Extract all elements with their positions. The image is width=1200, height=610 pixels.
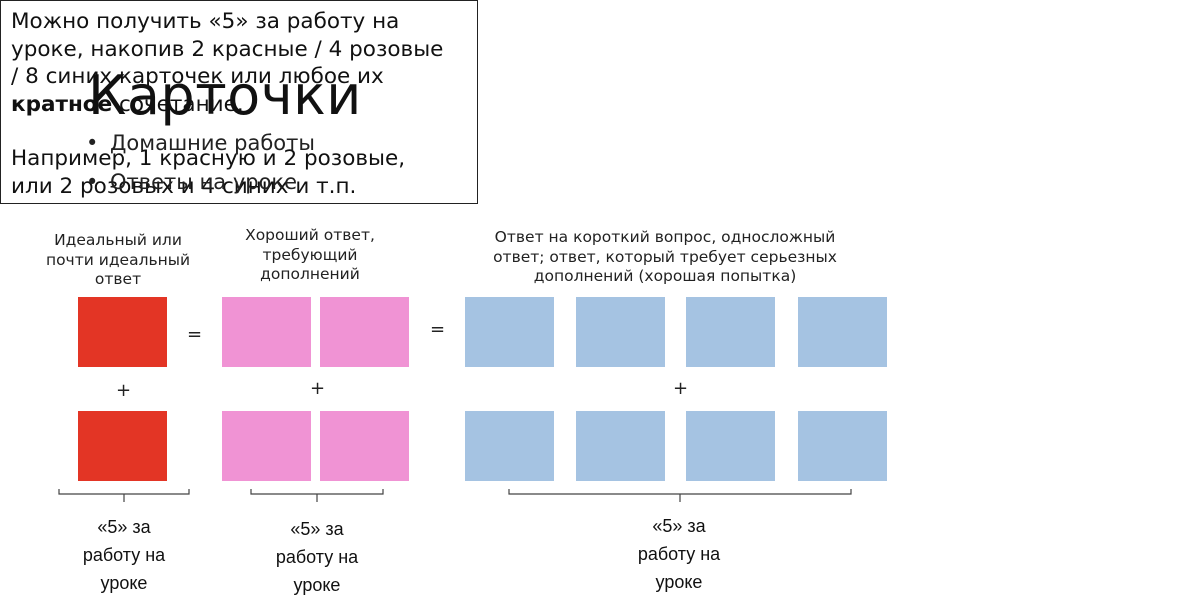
caption-line: ответ; ответ, который требует серьезных: [493, 247, 837, 266]
blue-card: [686, 297, 775, 367]
caption-line: Идеальный или: [54, 231, 182, 249]
blue-group-reward: «5» за работу на уроке: [604, 512, 754, 596]
reward-line: «5» за: [290, 519, 344, 539]
note-bold-word: кратное: [11, 91, 113, 117]
rules-note-box: Можно получить «5» за работу на уроке, н…: [0, 0, 478, 204]
pink-card-caption: Хороший ответ, требующий дополнений: [210, 226, 410, 285]
blue-card: [798, 297, 887, 367]
pink-card: [320, 297, 409, 367]
pink-group-reward: «5» за работу на уроке: [243, 515, 391, 599]
bullet-label: Ответы на уроке: [110, 170, 298, 194]
bullet-homework: • Домашние работы: [86, 131, 315, 155]
red-card: [78, 411, 167, 481]
reward-line: «5» за: [97, 517, 151, 537]
bullet-class-answers: • Ответы на уроке: [86, 170, 297, 194]
pink-card: [222, 297, 311, 367]
reward-line: «5» за: [652, 516, 706, 536]
note-line: / 8 синих карточек или любое их: [11, 64, 384, 89]
caption-line: ответ: [94, 270, 142, 288]
note-line: Например, 1 красную и 2 розовые,: [11, 146, 406, 171]
note-line: Можно получить «5» за работу на: [11, 9, 400, 34]
plus-sign: +: [673, 378, 689, 399]
bullet-dot: •: [86, 170, 99, 194]
plus-sign: +: [116, 380, 132, 401]
note-line-rest: сочетание.: [112, 91, 244, 117]
caption-line: требующий: [262, 245, 358, 264]
reward-line: уроке: [293, 575, 341, 595]
reward-line: уроке: [100, 573, 148, 593]
pink-card: [222, 411, 311, 481]
pink-card: [320, 411, 409, 481]
reward-line: работу на: [82, 545, 166, 565]
note-line: уроке, накопив 2 красные / 4 розовые: [11, 36, 444, 62]
pink-group-brace: [250, 489, 384, 502]
blue-card: [686, 411, 775, 481]
note-line: или 2 розовых и 4 синих и т.п.: [11, 173, 357, 199]
equals-sign: =: [430, 319, 446, 340]
red-group-reward: «5» за работу на уроке: [50, 513, 198, 597]
blue-card: [798, 411, 887, 481]
reward-line: работу на: [637, 544, 721, 564]
caption-line: Ответ на короткий вопрос, односложный: [494, 228, 836, 246]
caption-line: почти идеальный: [45, 250, 191, 269]
blue-group-brace: [508, 489, 852, 502]
red-group-brace: [58, 489, 190, 502]
blue-card-caption: Ответ на короткий вопрос, односложный от…: [440, 228, 890, 287]
red-card-caption: Идеальный или почти идеальный ответ: [18, 231, 218, 290]
bullet-label: Домашние работы: [110, 131, 315, 155]
note-line: кратное сочетание.: [11, 91, 467, 119]
plus-sign: +: [310, 378, 326, 399]
reward-line: работу на: [275, 547, 359, 567]
bullet-dot: •: [86, 131, 99, 155]
blue-card: [576, 297, 665, 367]
caption-line: Хороший ответ,: [245, 226, 375, 244]
equals-sign: =: [187, 324, 203, 345]
blue-card: [465, 411, 554, 481]
page-title: Карточки: [88, 64, 362, 127]
reward-line: уроке: [655, 572, 703, 592]
blue-card: [576, 411, 665, 481]
red-card: [78, 297, 167, 367]
caption-line: дополнений: [260, 265, 360, 283]
caption-line: дополнений (хорошая попытка): [533, 267, 797, 285]
blue-card: [465, 297, 554, 367]
